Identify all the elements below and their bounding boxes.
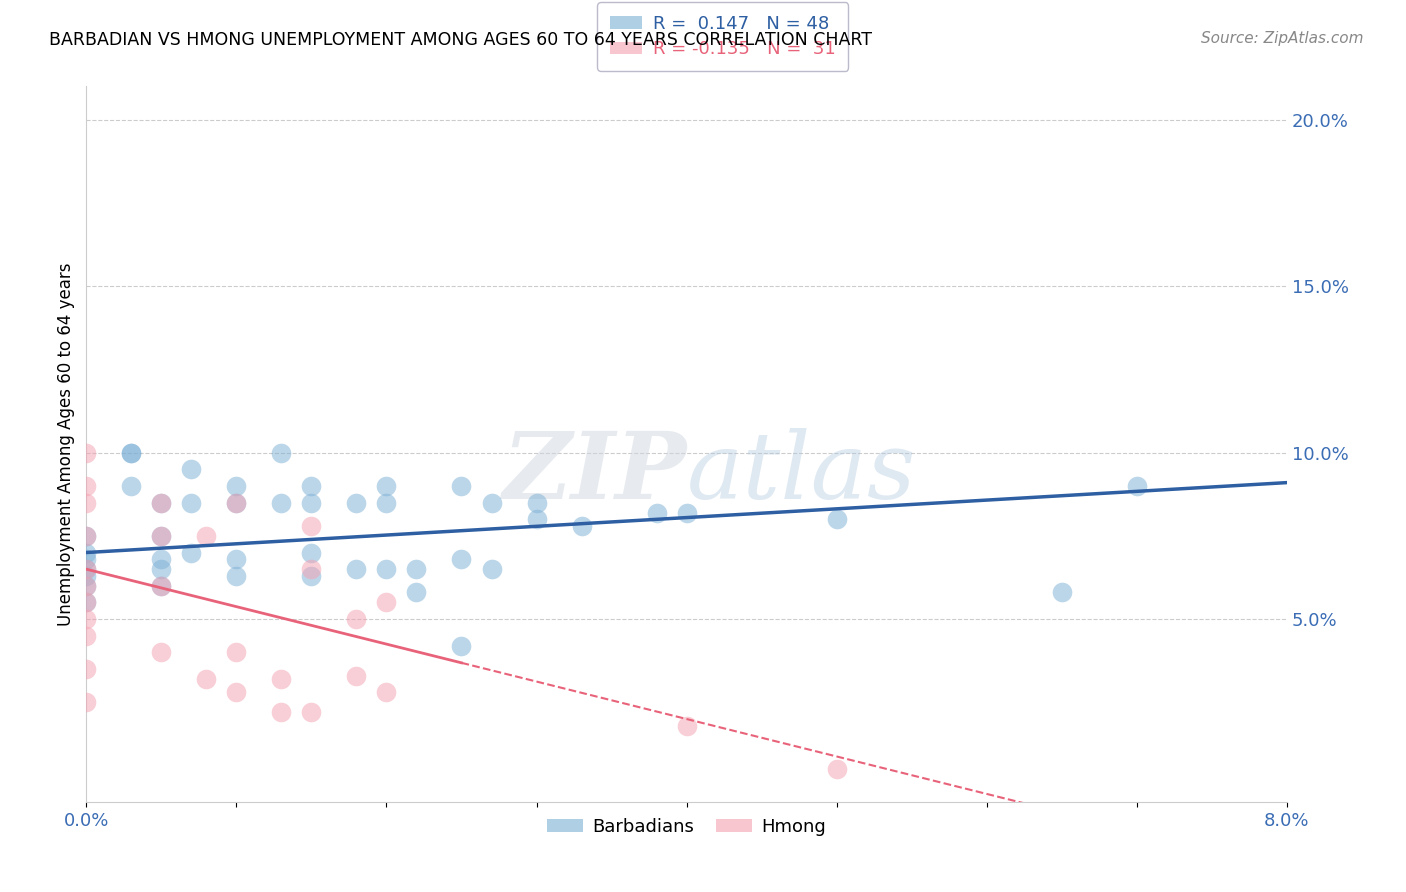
Point — [75, 662, 97, 676]
Point — [150, 579, 173, 593]
Point — [75, 479, 97, 493]
Point — [75, 569, 97, 583]
Point — [270, 495, 292, 509]
Point — [180, 495, 202, 509]
Point — [645, 506, 668, 520]
Point — [75, 629, 97, 643]
Point — [299, 545, 322, 559]
Point — [150, 552, 173, 566]
Point — [675, 506, 697, 520]
Point — [75, 562, 97, 576]
Point — [299, 479, 322, 493]
Point — [75, 562, 97, 576]
Point — [346, 669, 368, 683]
Point — [375, 495, 398, 509]
Point — [120, 445, 142, 459]
Point — [150, 529, 173, 543]
Point — [346, 562, 368, 576]
Point — [195, 529, 218, 543]
Point — [299, 569, 322, 583]
Legend: Barbadians, Hmong: Barbadians, Hmong — [540, 811, 834, 843]
Point — [526, 512, 548, 526]
Point — [180, 545, 202, 559]
Point — [225, 645, 247, 659]
Point — [150, 562, 173, 576]
Point — [675, 719, 697, 733]
Point — [270, 445, 292, 459]
Point — [120, 445, 142, 459]
Point — [195, 672, 218, 686]
Point — [75, 529, 97, 543]
Point — [75, 552, 97, 566]
Point — [75, 695, 97, 709]
Point — [450, 639, 472, 653]
Point — [299, 519, 322, 533]
Point — [75, 579, 97, 593]
Point — [825, 762, 848, 776]
Point — [270, 672, 292, 686]
Point — [225, 552, 247, 566]
Point — [299, 495, 322, 509]
Point — [481, 495, 503, 509]
Text: atlas: atlas — [686, 428, 917, 518]
Point — [150, 529, 173, 543]
Point — [375, 595, 398, 609]
Point — [375, 685, 398, 699]
Point — [120, 479, 142, 493]
Point — [75, 595, 97, 609]
Point — [526, 495, 548, 509]
Point — [825, 512, 848, 526]
Point — [346, 495, 368, 509]
Point — [450, 552, 472, 566]
Point — [1050, 585, 1073, 599]
Point — [75, 495, 97, 509]
Point — [75, 545, 97, 559]
Point — [75, 445, 97, 459]
Point — [299, 562, 322, 576]
Point — [375, 562, 398, 576]
Y-axis label: Unemployment Among Ages 60 to 64 years: Unemployment Among Ages 60 to 64 years — [58, 262, 75, 626]
Point — [225, 685, 247, 699]
Point — [150, 579, 173, 593]
Point — [75, 579, 97, 593]
Text: ZIP: ZIP — [502, 428, 686, 518]
Point — [75, 529, 97, 543]
Point — [270, 706, 292, 720]
Point — [75, 612, 97, 626]
Point — [481, 562, 503, 576]
Point — [405, 585, 427, 599]
Point — [225, 479, 247, 493]
Text: Source: ZipAtlas.com: Source: ZipAtlas.com — [1201, 31, 1364, 46]
Point — [150, 495, 173, 509]
Point — [150, 495, 173, 509]
Point — [225, 495, 247, 509]
Point — [375, 479, 398, 493]
Point — [450, 479, 472, 493]
Point — [299, 706, 322, 720]
Point — [571, 519, 593, 533]
Point — [225, 495, 247, 509]
Point — [346, 612, 368, 626]
Point — [75, 595, 97, 609]
Text: BARBADIAN VS HMONG UNEMPLOYMENT AMONG AGES 60 TO 64 YEARS CORRELATION CHART: BARBADIAN VS HMONG UNEMPLOYMENT AMONG AG… — [49, 31, 872, 49]
Point — [225, 569, 247, 583]
Point — [405, 562, 427, 576]
Point — [150, 645, 173, 659]
Point — [180, 462, 202, 476]
Point — [1126, 479, 1149, 493]
